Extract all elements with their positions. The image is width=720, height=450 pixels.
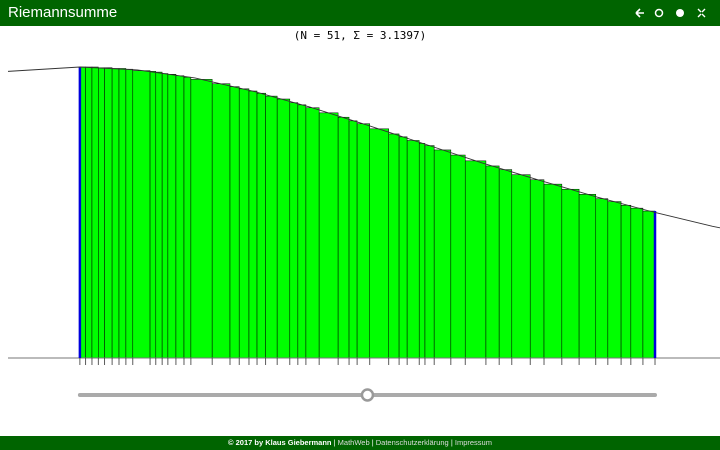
riemann-bar <box>289 102 299 359</box>
riemann-bar <box>595 198 609 359</box>
link[interactable]: MathWeb <box>337 438 370 447</box>
riemann-bar <box>118 68 127 359</box>
riemann-bar <box>388 133 400 359</box>
riemann-bar <box>190 79 213 359</box>
riemann-bar <box>561 188 580 359</box>
riemann-bar <box>91 66 99 359</box>
riemann-bar <box>155 71 163 359</box>
riemann-bar <box>485 165 500 359</box>
riemann-bar <box>297 104 307 359</box>
separator: | <box>333 438 336 447</box>
toolbar <box>635 8 706 18</box>
link[interactable]: Datenschutzerklärung <box>375 438 449 447</box>
riemann-bar <box>418 143 426 359</box>
riemann-bar <box>256 92 266 359</box>
footer: © 2017 by Klaus Giebermann | MathWeb | D… <box>0 436 720 450</box>
status-text: (N = 51, Σ = 3.1397) <box>293 29 427 42</box>
riemann-bar <box>642 210 656 359</box>
info-button[interactable] <box>676 9 684 17</box>
link[interactable]: Impressum <box>454 438 492 447</box>
riemann-bar <box>369 128 389 359</box>
reload-button[interactable] <box>654 8 664 18</box>
riemann-bar <box>543 183 563 359</box>
riemann-bar <box>248 90 258 359</box>
riemann-bar <box>398 136 408 359</box>
riemann-bar <box>125 68 134 359</box>
riemann-bar <box>167 74 177 359</box>
riemann-bar <box>276 98 291 359</box>
riemann-bar <box>620 204 632 359</box>
riemann-bar <box>607 201 622 359</box>
riemann-bar <box>450 154 466 359</box>
riemann-bar <box>318 112 339 359</box>
riemann-bar <box>630 207 644 359</box>
riemann-bar <box>149 71 157 359</box>
riemann-bar <box>161 73 169 359</box>
riemann-bar <box>348 120 358 359</box>
riemann-bar <box>111 68 120 359</box>
slider-thumb[interactable] <box>360 388 375 402</box>
riemann-bar <box>424 145 435 359</box>
riemann-bar <box>337 116 350 359</box>
riemann-bar <box>132 70 151 359</box>
riemann-bar <box>238 88 250 359</box>
riemann-bar <box>529 179 545 359</box>
separator: | <box>371 438 374 447</box>
riemann-bar <box>406 140 420 359</box>
riemann-bar <box>85 66 93 359</box>
riemann-bar <box>183 76 192 359</box>
back-button[interactable] <box>635 8 644 18</box>
riemann-bar <box>265 95 278 359</box>
riemann-bar <box>464 160 487 359</box>
riemann-bar <box>511 174 531 359</box>
riemann-bar <box>98 67 105 359</box>
riemann-bar <box>498 169 513 359</box>
header: Riemannsumme <box>0 0 720 26</box>
riemann-bar <box>433 149 452 359</box>
plot <box>7 66 720 402</box>
riemann-bar <box>175 75 185 359</box>
riemann-bar <box>305 107 320 359</box>
riemann-bar <box>356 123 371 359</box>
function-curve <box>7 66 720 229</box>
credit: © 2017 by Klaus Giebermann <box>228 438 332 447</box>
riemann-bar <box>229 86 240 359</box>
separator: | <box>450 438 453 447</box>
fullscreen-button[interactable] <box>697 8 706 18</box>
riemann-bar <box>578 194 597 359</box>
riemann-bar <box>211 83 231 359</box>
riemann-bar <box>104 67 113 359</box>
app-title: Riemannsumme <box>8 4 118 21</box>
